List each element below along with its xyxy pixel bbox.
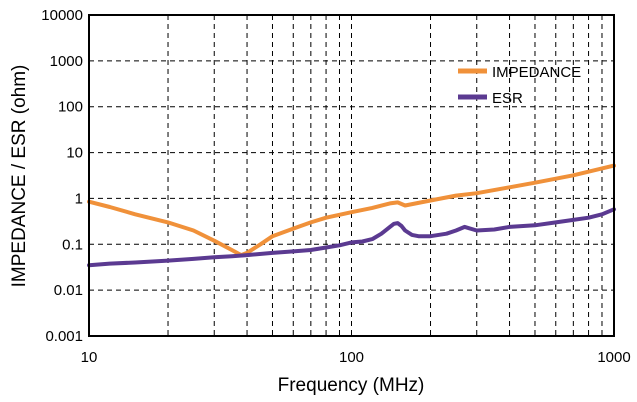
x-tick-label: 1000: [597, 349, 630, 366]
tick-labels: 0.001 0.01 0.1 1 10 100 1000 10000 10 100 1000: [41, 7, 630, 366]
y-tick-label: 10000: [41, 7, 83, 24]
series-lines: [87, 163, 616, 268]
series-line-esr: [87, 207, 616, 268]
y-tick-label: 100: [58, 99, 83, 116]
y-tick-label: 1: [75, 190, 83, 207]
y-axis-label: IMPEDANCE / ESR (ohm): [9, 65, 30, 288]
y-tick-label: 0.1: [62, 236, 83, 253]
y-tick-label: 1000: [50, 53, 83, 70]
y-tick-label: 0.01: [54, 282, 83, 299]
y-tick-label: 10: [66, 145, 83, 162]
y-tick-label: 0.001: [45, 328, 83, 345]
x-tick-label: 100: [339, 349, 364, 366]
legend-label-impedance: IMPEDANCE: [492, 64, 581, 81]
x-axis-label: Frequency (MHz): [278, 375, 425, 396]
legend: IMPEDANCE ESR: [458, 64, 581, 107]
legend-label-esr: ESR: [492, 90, 523, 107]
x-tick-label: 10: [81, 349, 98, 366]
plot-frame: [88, 14, 615, 337]
series-line-impedance: [87, 163, 616, 258]
